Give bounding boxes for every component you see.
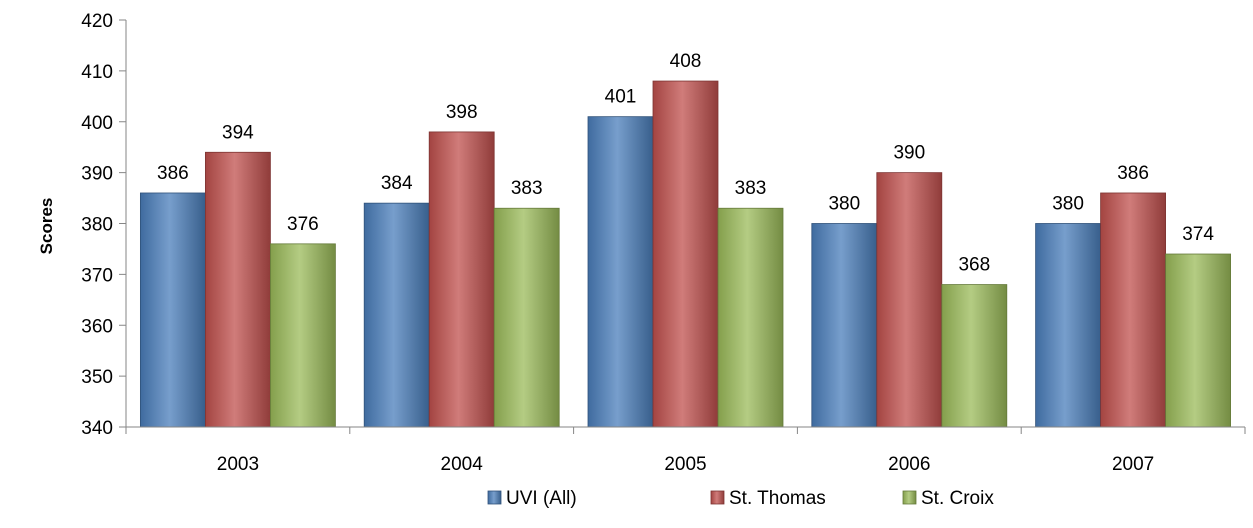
legend-label: St. Thomas [729, 488, 826, 509]
legend: UVI (All) St. Thomas St. Croix [487, 488, 994, 509]
bar [876, 172, 943, 428]
bar [941, 284, 1008, 428]
x-category-label: 2007 [1112, 454, 1154, 475]
y-tick-label: 380 [81, 215, 113, 236]
bar [1165, 253, 1231, 428]
x-category-label: 2006 [888, 454, 930, 475]
data-label: 384 [381, 173, 413, 194]
axes-group [125, 20, 1246, 434]
y-axis-title: Scores [37, 198, 56, 255]
data-label: 390 [893, 143, 925, 164]
bar [269, 243, 336, 428]
data-label: 401 [605, 87, 637, 108]
legend-label: St. Croix [921, 488, 994, 509]
bar [1035, 223, 1101, 428]
data-label: 398 [446, 102, 478, 123]
data-label: 394 [222, 122, 254, 143]
x-category-label: 2003 [217, 454, 259, 475]
data-label: 386 [157, 163, 189, 184]
legend-label: UVI (All) [506, 488, 577, 509]
data-label: 386 [1117, 163, 1149, 184]
y-axis-ticks: 340 350 360 370 380 390 400 410 420 [81, 11, 126, 439]
bar [1100, 192, 1166, 428]
data-label: 374 [1182, 224, 1214, 245]
y-tick-label: 390 [81, 164, 113, 185]
bar [811, 223, 878, 428]
category-labels-group: 2003 2004 2005 2006 2007 [217, 454, 1154, 475]
data-label: 376 [287, 214, 319, 235]
legend-swatch [710, 490, 725, 505]
y-tick-label: 370 [81, 265, 113, 286]
y-tick-label: 340 [81, 418, 113, 439]
data-label: 383 [511, 178, 543, 199]
bar [428, 131, 495, 428]
data-label: 380 [828, 194, 860, 215]
data-label: 368 [958, 255, 990, 276]
bar [493, 207, 560, 428]
data-label: 408 [670, 51, 702, 72]
data-label: 383 [735, 178, 767, 199]
legend-swatch [487, 490, 502, 505]
bar [587, 116, 654, 428]
y-tick-label: 360 [81, 316, 113, 337]
x-category-label: 2004 [441, 454, 484, 475]
x-category-label: 2005 [664, 454, 706, 475]
bar [717, 207, 784, 428]
bar [139, 192, 206, 428]
legend-swatch [902, 490, 917, 505]
data-label: 380 [1052, 194, 1084, 215]
y-tick-label: 350 [81, 367, 113, 388]
bars-group [139, 80, 1231, 428]
data-labels-group: 386 394 376 384 398 383 401 408 383 380 390 368 380 3… [157, 51, 1214, 275]
bar [363, 202, 430, 428]
y-tick-label: 420 [81, 11, 113, 32]
y-tick-label: 400 [81, 113, 113, 134]
bar [652, 80, 719, 428]
y-tick-label: 410 [81, 62, 113, 83]
bar [204, 151, 271, 428]
